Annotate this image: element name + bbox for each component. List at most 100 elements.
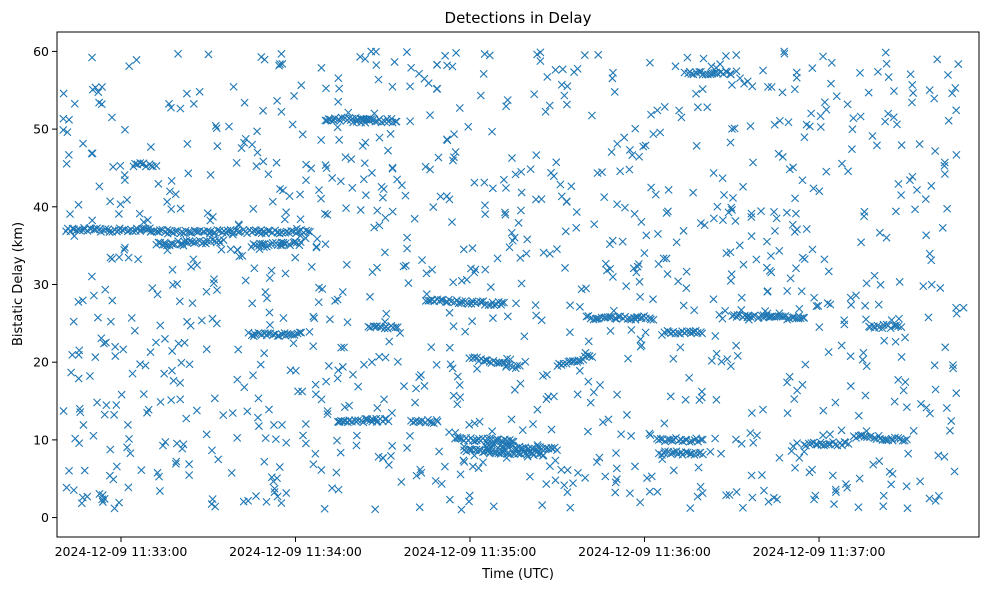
data-point — [613, 139, 622, 148]
data-point — [793, 439, 802, 448]
data-point — [792, 73, 801, 82]
data-point — [336, 177, 345, 186]
data-point — [206, 170, 215, 179]
data-point — [733, 351, 742, 360]
data-point — [280, 215, 289, 224]
data-point — [909, 88, 918, 97]
data-point — [790, 395, 799, 404]
data-point — [412, 384, 421, 393]
data-point — [112, 462, 121, 471]
data-point — [566, 503, 575, 512]
data-point — [155, 226, 164, 235]
data-point — [924, 313, 933, 322]
data-point — [862, 315, 870, 324]
data-point — [906, 70, 915, 79]
data-point — [449, 391, 458, 400]
data-point — [529, 445, 538, 454]
data-point — [399, 262, 408, 271]
data-points — [59, 47, 968, 514]
data-point — [465, 445, 474, 454]
data-point — [470, 419, 479, 428]
data-point — [323, 410, 332, 419]
data-point — [951, 84, 960, 93]
data-point — [557, 80, 566, 89]
data-point — [486, 283, 495, 292]
data-point — [456, 393, 465, 402]
data-point — [163, 197, 172, 206]
data-point — [609, 306, 618, 315]
data-point — [677, 113, 686, 122]
data-point — [132, 55, 141, 64]
data-point — [166, 103, 175, 112]
data-point — [94, 88, 103, 97]
data-point — [237, 144, 246, 153]
data-point — [168, 346, 177, 355]
data-point — [492, 358, 501, 367]
data-point — [286, 366, 295, 375]
x-tick-label: 2024-12-09 11:37:00 — [753, 544, 886, 559]
data-point — [115, 498, 124, 507]
data-point — [785, 372, 794, 381]
data-point — [305, 227, 314, 236]
data-point — [378, 193, 387, 202]
data-point — [747, 471, 756, 480]
data-point — [134, 255, 143, 264]
data-point — [800, 447, 809, 456]
data-point — [136, 158, 145, 167]
data-point — [726, 276, 735, 285]
y-tick-label: 40 — [33, 199, 49, 214]
data-point — [100, 410, 109, 419]
data-point — [653, 487, 662, 496]
data-point — [660, 102, 669, 111]
data-point — [735, 241, 744, 250]
data-point — [846, 352, 855, 361]
data-point — [291, 253, 300, 262]
data-point — [70, 99, 79, 108]
data-point — [536, 57, 545, 66]
data-point — [273, 492, 282, 501]
data-point — [819, 431, 828, 440]
data-point — [392, 117, 401, 126]
data-point — [69, 317, 78, 326]
data-point — [507, 154, 516, 163]
data-point — [400, 382, 409, 391]
x-tick-label: 2024-12-09 11:34:00 — [229, 544, 362, 559]
data-point — [265, 320, 274, 329]
data-point — [765, 266, 774, 275]
data-point — [782, 208, 791, 217]
data-point — [361, 191, 370, 200]
data-point — [934, 451, 943, 460]
data-point — [746, 122, 755, 131]
data-point — [449, 153, 458, 162]
data-point — [909, 426, 918, 435]
data-point — [158, 441, 167, 450]
data-point — [261, 288, 270, 297]
data-point — [259, 157, 268, 166]
data-point — [460, 442, 469, 451]
data-point — [287, 227, 296, 236]
data-point — [279, 238, 288, 247]
data-point — [522, 249, 531, 258]
data-point — [616, 167, 625, 176]
data-point — [804, 439, 813, 448]
data-point — [880, 336, 889, 345]
data-point — [778, 312, 787, 321]
data-point — [848, 125, 857, 134]
data-point — [697, 387, 706, 396]
data-point — [807, 439, 816, 448]
data-point — [203, 209, 212, 218]
data-point — [453, 433, 462, 442]
data-point — [952, 150, 961, 159]
data-point — [831, 440, 840, 449]
data-point — [124, 483, 133, 492]
data-point — [757, 207, 766, 216]
data-point — [87, 272, 96, 281]
data-point — [911, 205, 920, 214]
data-point — [352, 441, 361, 450]
data-point — [820, 441, 829, 450]
data-point — [653, 106, 662, 115]
data-point — [882, 59, 891, 68]
data-point — [176, 378, 185, 387]
data-point — [517, 167, 526, 176]
